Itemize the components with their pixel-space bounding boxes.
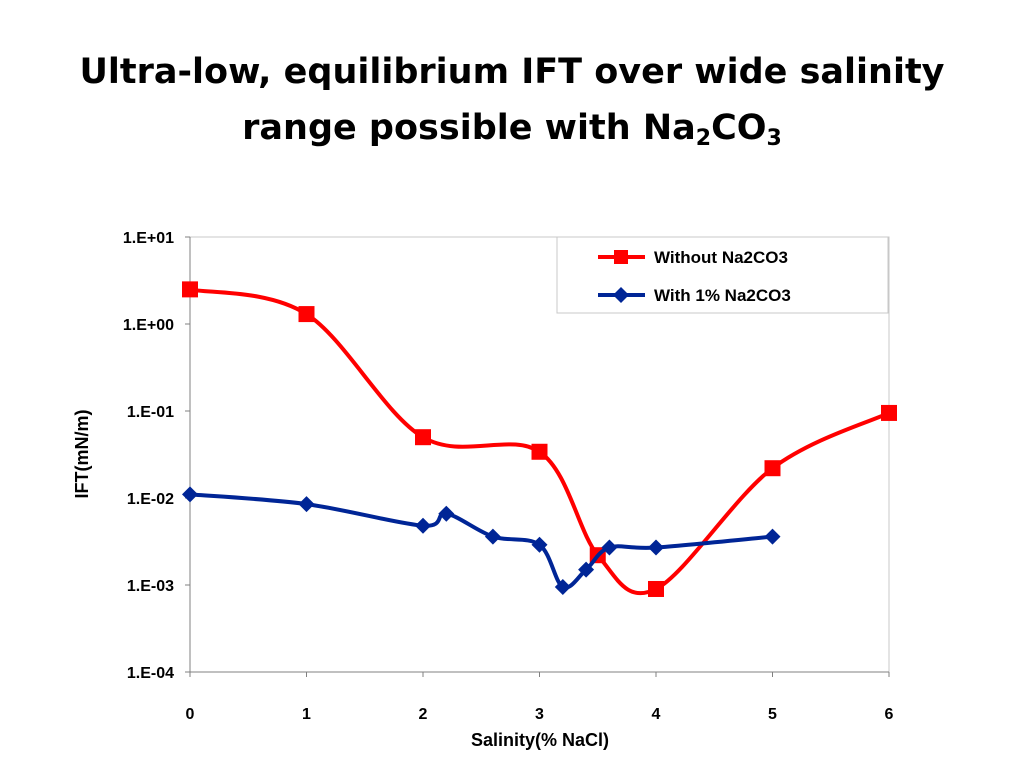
- x-tick-label: 0: [186, 706, 195, 723]
- slide-title: Ultra-low, equilibrium IFT over wide sal…: [0, 44, 1024, 156]
- x-tick-label: 1: [302, 706, 311, 723]
- title-line-2-prefix: range possible with Na: [242, 108, 696, 148]
- data-point-with: [601, 539, 618, 556]
- series-group: [182, 281, 897, 597]
- x-tick-label: 4: [652, 706, 661, 723]
- data-point-without: [531, 443, 548, 460]
- y-axis-title: IFT(mN/m): [72, 410, 92, 499]
- data-point-with: [415, 517, 431, 534]
- y-tick-label: 1.E+01: [123, 230, 174, 247]
- title-subscript-2: 2: [695, 126, 712, 151]
- legend-marker-with: [613, 287, 629, 303]
- title-line-1: Ultra-low, equilibrium IFT over wide sal…: [79, 52, 945, 92]
- data-point-with: [554, 578, 571, 595]
- y-tick-label: 1.E-01: [127, 404, 174, 421]
- axis-ticks: 0 1 2 3 4 5 6 1.E-04 1.E-03 1.E-02 1.E-01 1.E+00 1.E…: [123, 230, 894, 723]
- data-point-with: [298, 496, 315, 513]
- legend: Without Na2CO3 With 1% Na2CO3: [556, 236, 889, 314]
- data-point-without: [648, 580, 664, 597]
- y-tick-label: 1.E+00: [123, 317, 174, 334]
- data-point-with: [764, 528, 781, 545]
- y-tick-label: 1.E-04: [127, 665, 174, 682]
- x-tick-label: 5: [768, 706, 777, 723]
- series-line-0: [189, 287, 890, 596]
- data-point-without: [415, 429, 431, 446]
- legend-label-without: Without Na2CO3: [654, 248, 788, 267]
- legend-label-with: With 1% Na2CO3: [654, 286, 791, 305]
- data-point-with: [182, 486, 198, 503]
- y-tick-label: 1.E-03: [127, 578, 174, 595]
- x-tick-label: 2: [419, 706, 428, 723]
- data-point-with: [648, 539, 664, 556]
- data-point-without: [764, 460, 781, 477]
- data-point-with: [578, 561, 595, 578]
- x-axis-title: Salinity(% NaCl): [471, 730, 609, 750]
- data-point-with: [484, 528, 501, 545]
- title-line-2: range possible with Na2CO3: [0, 100, 1024, 156]
- x-tick-label: 6: [885, 706, 894, 723]
- data-point-with: [438, 505, 455, 522]
- title-subscript-3: 3: [766, 126, 782, 151]
- data-point-without: [182, 281, 198, 298]
- title-line-2-mid: CO: [711, 108, 767, 148]
- data-point-with: [531, 536, 548, 553]
- legend-marker-without: [614, 250, 628, 264]
- legend-box: [556, 236, 889, 314]
- data-point-without: [298, 306, 315, 323]
- x-tick-label: 3: [535, 706, 544, 723]
- y-tick-label: 1.E-02: [127, 491, 174, 508]
- data-point-without: [881, 404, 897, 421]
